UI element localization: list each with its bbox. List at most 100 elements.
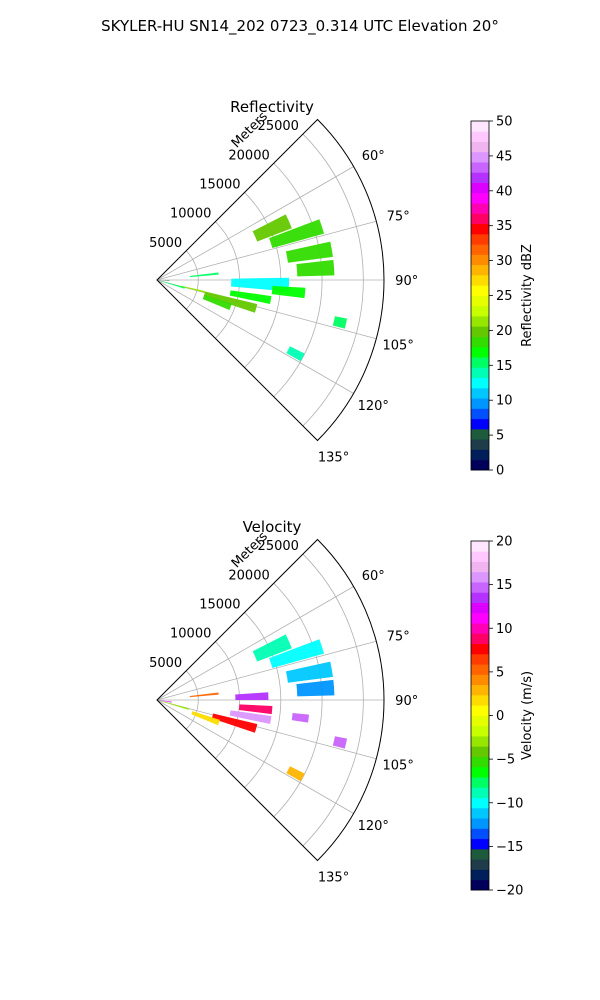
azimuth-grid-line: [156, 279, 377, 340]
colorbar-segment: [471, 408, 489, 420]
azimuth-tick-label: 135°: [318, 871, 349, 886]
radar-echo: [332, 316, 348, 329]
range-tick-label: 5000: [149, 236, 182, 251]
radar-echo: [291, 713, 310, 723]
colorbar-segment: [471, 203, 489, 214]
colorbar-segment: [471, 233, 489, 245]
colorbar-segment: [471, 818, 489, 829]
radar-echo: [238, 704, 273, 715]
colorbar-segment: [471, 336, 489, 348]
colorbar-tick-label: 0: [496, 464, 504, 479]
range-tick-label: 10000: [170, 207, 211, 222]
radar-echo: [285, 241, 333, 263]
colorbar-tick-label: 25: [496, 289, 513, 304]
colorbar-segment: [471, 121, 489, 132]
colorbar-segment: [471, 387, 489, 399]
colorbar-segment: [471, 182, 489, 194]
colorbar-segment: [471, 746, 489, 757]
radar-echo: [332, 736, 348, 749]
colorbar-segment: [471, 551, 489, 562]
radar-echo: [229, 710, 272, 725]
range-tick-label: 20000: [228, 568, 269, 583]
azimuth-grid-line: [156, 640, 377, 701]
azimuth-tick-label: 90°: [395, 694, 418, 709]
colorbar-segment: [471, 756, 489, 768]
colorbar-segment: [471, 777, 489, 788]
colorbar-segment: [471, 848, 489, 860]
colorbar-segment: [471, 141, 489, 153]
colorbar-tick-label: 10: [496, 394, 513, 409]
colorbar-segment: [471, 828, 489, 840]
range-tick-label: 25000: [258, 119, 299, 134]
colorbar-tick-label: 35: [496, 219, 513, 234]
colorbar-segment: [471, 623, 489, 634]
colorbar-segment: [471, 612, 489, 624]
radar-echo: [191, 711, 220, 726]
radar-echo: [296, 679, 335, 697]
colorbar-segment: [471, 162, 489, 173]
colorbar-segment: [471, 725, 489, 737]
colorbar-segment: [471, 428, 489, 440]
colorbar-tick-label: −20: [496, 884, 523, 899]
range-tick-label: 10000: [170, 627, 211, 642]
colorbar-segment: [471, 439, 489, 450]
colorbar-segment: [471, 285, 489, 296]
radar-echo: [285, 661, 333, 683]
reflectivity-panel: Reflectivity500010000150002000025000Mete…: [149, 98, 535, 479]
figure-title: SKYLER-HU SN14_202 0723_0.314 UTC Elevat…: [101, 17, 499, 36]
panel-title: Velocity: [243, 518, 302, 536]
colorbar-segment: [471, 571, 489, 583]
colorbar-tick-label: 30: [496, 254, 513, 269]
azimuth-tick-label: 75°: [387, 629, 410, 644]
velocity-panel: Velocity500010000150002000025000Meters60…: [149, 518, 535, 899]
azimuth-grid-line: [156, 699, 377, 760]
colorbar-segment: [471, 254, 489, 266]
colorbar-segment: [471, 377, 489, 389]
colorbar-segment: [471, 316, 489, 327]
colorbar-segment: [471, 684, 489, 696]
radar-echo: [202, 294, 232, 311]
colorbar-segment: [471, 244, 489, 255]
azimuth-tick-label: 60°: [362, 149, 385, 164]
colorbar-segment: [471, 131, 489, 142]
radar-echo: [252, 634, 292, 662]
radar-echo: [271, 286, 306, 299]
colorbar-segment: [471, 715, 489, 727]
colorbar-segment: [471, 459, 489, 471]
colorbar-segment: [471, 859, 489, 870]
colorbar-segment: [471, 418, 489, 430]
colorbar-tick-label: 15: [496, 359, 513, 374]
colorbar-tick-label: −10: [496, 796, 523, 811]
azimuth-tick-label: 135°: [318, 451, 349, 466]
radar-echo: [296, 259, 335, 277]
colorbar-segment: [471, 869, 489, 881]
colorbar-segment: [471, 879, 489, 891]
colorbar-segment: [471, 274, 489, 286]
colorbar-segment: [471, 807, 489, 819]
colorbar-tick-label: 15: [496, 578, 513, 593]
colorbar-segment: [471, 172, 489, 183]
colorbar-segment: [471, 357, 489, 368]
colorbar-segment: [471, 305, 489, 317]
colorbar-label: Velocity (m/s): [520, 671, 535, 760]
range-tick-label: 20000: [228, 148, 269, 163]
colorbar-tick-label: 20: [496, 324, 513, 339]
colorbar-segment: [471, 602, 489, 614]
radar-echo: [160, 281, 185, 289]
colorbar-segment: [471, 449, 489, 461]
azimuth-tick-label: 120°: [358, 399, 389, 414]
radar-echo: [229, 290, 272, 305]
colorbar-segment: [471, 674, 489, 686]
colorbar-segment: [471, 664, 489, 675]
colorbar-segment: [471, 346, 489, 358]
azimuth-tick-label: 105°: [383, 339, 414, 354]
colorbar-tick-label: 50: [496, 115, 513, 130]
colorbar-tick-label: 0: [496, 709, 504, 724]
colorbar-segment: [471, 838, 489, 850]
colorbar-segment: [471, 787, 489, 799]
colorbar-segment: [471, 367, 489, 379]
radar-echo: [189, 272, 219, 278]
sector-outline: [156, 538, 385, 862]
radar-echo: [269, 219, 325, 249]
